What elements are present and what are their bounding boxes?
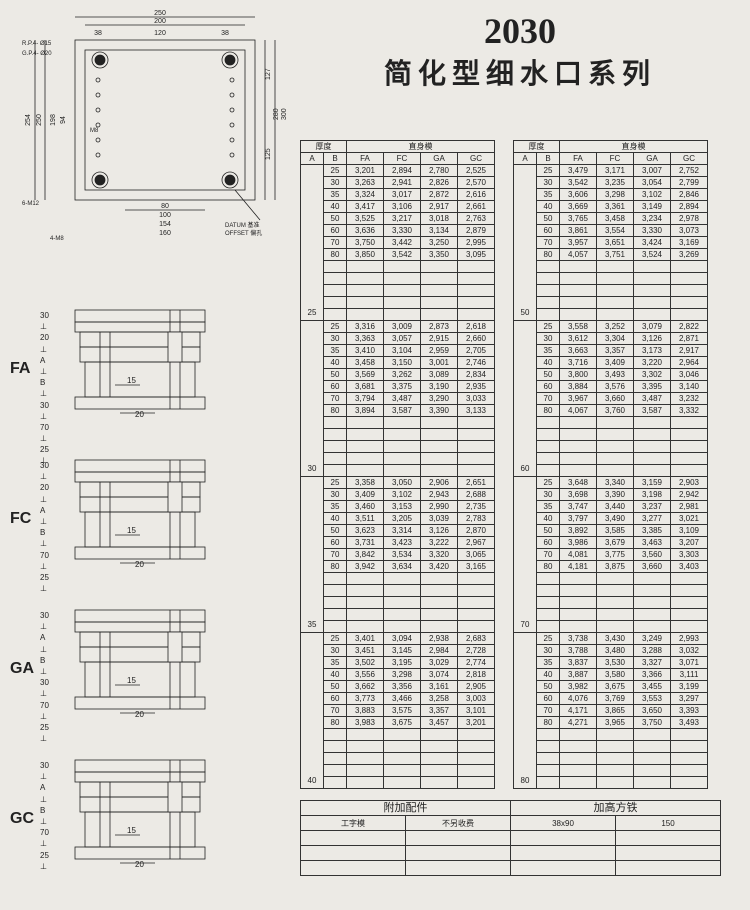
svg-text:DATUM 基准: DATUM 基准 [225,221,260,229]
svg-text:154: 154 [159,221,171,228]
svg-text:M8: M8 [90,128,99,134]
side-svg-FA: 15 20 [65,305,215,425]
svg-text:15: 15 [127,376,136,385]
svg-text:15: 15 [127,826,136,835]
svg-text:20: 20 [135,710,144,719]
model-number: 2030 [320,10,720,52]
svg-text:198: 198 [50,114,57,126]
svg-text:160: 160 [159,230,171,237]
svg-text:R.P.4- Ø15: R.P.4- Ø15 [22,41,52,47]
side-code-FA: FA [10,360,30,378]
side-dims-FA: 30 ⊥20 ⊥A ⊥B ⊥30 ⊥70 ⊥25 ⊥ [40,310,49,467]
side-dims-GC: 30 ⊥A ⊥B ⊥70 ⊥25 ⊥ [40,760,49,872]
side-code-GA: GA [10,660,34,678]
subtitle: 简化型细水口系列 [320,52,720,92]
side-code-FC: FC [10,510,31,528]
svg-text:38: 38 [221,30,229,37]
svg-text:15: 15 [127,526,136,535]
svg-text:250: 250 [36,114,43,126]
svg-text:200: 200 [154,18,166,25]
svg-text:80: 80 [161,203,169,210]
svg-text:6-M12: 6-M12 [22,201,40,207]
svg-text:280: 280 [273,108,280,120]
side-dims-FC: 30 ⊥20 ⊥A ⊥B ⊥70 ⊥25 ⊥ [40,460,49,594]
side-dims-GA: 30 ⊥A ⊥B ⊥30 ⊥70 ⊥25 ⊥ [40,610,49,744]
data-table-right: 厚度直身模ABFAFCGAGC50253,4793,1713,0072,7523… [513,140,708,789]
side-svg-FC: 15 20 [65,455,215,575]
footer-table: 附加配件 加高方铁 工字模 不另收费 38x90 150 [300,800,721,876]
svg-text:4-M8: 4-M8 [50,236,64,242]
svg-text:254: 254 [25,114,32,126]
svg-text:120: 120 [154,30,166,37]
svg-text:20: 20 [135,410,144,419]
svg-text:20: 20 [135,560,144,569]
svg-text:100: 100 [159,212,171,219]
svg-text:300: 300 [281,108,288,120]
svg-text:38: 38 [94,30,102,37]
side-svg-GC: 15 20 [65,755,215,875]
svg-text:125: 125 [265,148,272,160]
top-drawing: 250 200 38 120 38 254 250 198 94 127 280… [20,5,290,245]
side-svg-GA: 15 20 [65,605,215,725]
svg-text:94: 94 [60,116,67,124]
svg-text:127: 127 [265,68,272,80]
side-code-GC: GC [10,810,34,828]
svg-text:15: 15 [127,676,136,685]
svg-text:20: 20 [135,860,144,869]
svg-text:OFFSET 偏孔: OFFSET 偏孔 [225,229,262,237]
svg-text:G.P.4- Ø20: G.P.4- Ø20 [22,51,52,57]
data-table-left: 厚度直身模ABFAFCGAGC25253,2012,8942,7802,5253… [300,140,495,789]
svg-text:250: 250 [154,10,166,17]
